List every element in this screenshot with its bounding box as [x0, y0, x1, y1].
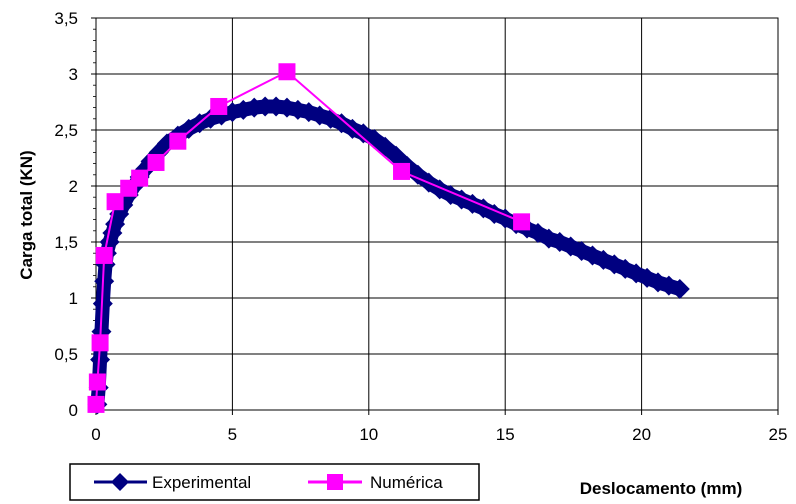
y-tick-label: 0,5 — [54, 345, 78, 364]
x-axis-title: Deslocamento (mm) — [580, 479, 742, 498]
x-tick-label: 0 — [91, 425, 100, 444]
legend-numerica-marker — [327, 474, 343, 490]
series-numerica — [87, 63, 531, 413]
legend-numerica-label: Numérica — [370, 473, 443, 492]
numerica-point — [169, 132, 187, 150]
legend-experimental-marker — [111, 473, 129, 491]
x-tick-label: 15 — [496, 425, 515, 444]
numerica-point — [95, 246, 113, 264]
legend: Experimental Numérica — [69, 463, 480, 501]
y-tick-label: 2,5 — [54, 121, 78, 140]
experimental-point — [255, 96, 276, 117]
experimental-point — [386, 145, 407, 166]
experimental-point — [669, 279, 690, 300]
experimental-point — [560, 236, 581, 257]
numerica-point — [91, 334, 109, 352]
y-tick-label: 3,5 — [54, 9, 78, 28]
x-tick-label: 10 — [359, 425, 378, 444]
y-tick-label: 1 — [69, 289, 78, 308]
numerica-point — [87, 395, 105, 413]
numerica-point — [88, 373, 106, 391]
numerica-point — [210, 97, 228, 115]
numerica-point — [147, 153, 165, 171]
numerica-point — [131, 169, 149, 187]
legend-experimental-label: Experimental — [152, 473, 251, 492]
y-tick-label: 2 — [69, 177, 78, 196]
x-tick-label: 20 — [632, 425, 651, 444]
y-axis-title: Carga total (KN) — [17, 150, 36, 279]
numerica-point — [278, 63, 296, 81]
plot-area-border — [95, 17, 779, 411]
numerica-point — [393, 162, 411, 180]
y-tick-label: 0 — [69, 401, 78, 420]
experimental-point — [94, 271, 115, 292]
tick-labels: 0 5 10 15 20 25 0 0,5 1 1,5 2 2,5 3 3,5 — [54, 9, 787, 444]
x-tick-label: 5 — [228, 425, 237, 444]
y-tick-label: 3 — [69, 65, 78, 84]
numerica-point — [106, 193, 124, 211]
axes — [91, 17, 779, 415]
experimental-point — [90, 349, 111, 370]
numerica-point — [513, 213, 531, 231]
y-tick-label: 1,5 — [54, 233, 78, 252]
grid — [96, 18, 778, 410]
x-tick-label: 25 — [769, 425, 788, 444]
